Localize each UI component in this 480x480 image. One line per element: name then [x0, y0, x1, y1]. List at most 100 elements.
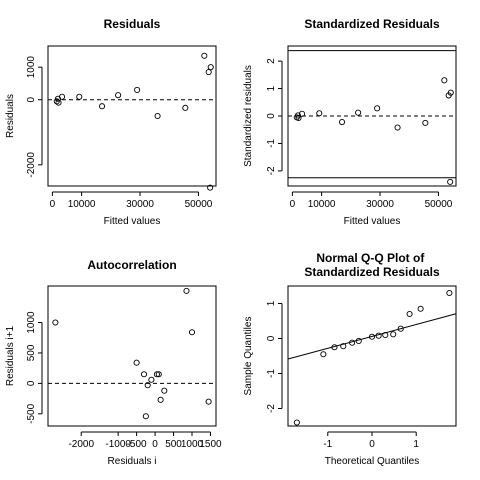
- x-axis-label: Residuals i: [108, 456, 157, 467]
- data-point: [205, 68, 212, 76]
- y-axis: -2 -1 0 1 2: [266, 58, 283, 175]
- data-point: [140, 371, 148, 378]
- data-point: [115, 92, 122, 99]
- data-point: [52, 319, 59, 326]
- y-axis-label: Residuals i+1: [5, 325, 16, 386]
- data-point: [182, 104, 189, 111]
- y-axis: -2 -1 0 1: [266, 300, 283, 413]
- data-point: [355, 109, 362, 116]
- x-axis: 0 10000 30000 50000: [290, 191, 453, 210]
- panel-standardized-residuals: Standardized Residuals Fitted values Sta…: [243, 17, 457, 227]
- data-point: [320, 351, 327, 358]
- data-point: [294, 112, 301, 119]
- x-tick-label: 50000: [185, 199, 213, 210]
- data-point: [340, 343, 347, 350]
- y-axis: -2000 0 1000: [26, 56, 43, 178]
- data-point: [406, 310, 413, 318]
- data-point: [368, 333, 376, 340]
- data-point: [394, 124, 401, 131]
- y-tick-label: 0: [266, 113, 277, 119]
- x-tick-label: 1500: [199, 439, 222, 450]
- plot-frame: [47, 45, 217, 187]
- y-tick-label: 1000: [26, 311, 37, 334]
- y-tick-label: 1: [266, 300, 277, 306]
- y-axis: -500 0 500 1000: [26, 311, 43, 424]
- x-tick-label: 0: [290, 199, 296, 210]
- data-point: [441, 77, 448, 84]
- y-tick-label: 0: [266, 335, 277, 341]
- data-point: [349, 339, 356, 346]
- panel-normal-qq: Normal Q-Q Plot of Standardized Residual…: [243, 251, 457, 467]
- title-line: Standardized Residuals: [304, 17, 440, 31]
- data-point: [148, 376, 155, 383]
- plot-frame: [287, 285, 457, 427]
- y-tick-label: -1: [266, 139, 277, 148]
- data-point: [447, 178, 454, 185]
- data-points: [53, 52, 214, 191]
- title-line: Autocorrelation: [87, 258, 176, 272]
- data-point: [417, 305, 424, 312]
- panel-residuals: Residuals Fitted values Residuals 0 10000…: [5, 17, 217, 227]
- data-point: [201, 52, 208, 59]
- x-tick-label: -1: [323, 439, 332, 450]
- x-axis: 0 10000 30000 50000: [50, 191, 213, 210]
- data-point: [183, 287, 190, 294]
- data-points: [293, 77, 454, 185]
- plot-frame: [287, 45, 457, 187]
- data-points: [52, 287, 212, 420]
- data-point: [153, 371, 160, 378]
- title-line: Residuals: [104, 17, 161, 31]
- y-tick-label: 0: [26, 380, 37, 386]
- data-point: [157, 396, 164, 403]
- y-axis-label: Residuals: [5, 94, 16, 138]
- y-tick-label: 2: [266, 58, 277, 64]
- data-point: [293, 419, 300, 426]
- plot-frame: [47, 285, 217, 427]
- data-point: [446, 289, 453, 297]
- x-tick-label: 30000: [126, 199, 154, 210]
- data-point: [58, 93, 66, 100]
- data-point: [374, 105, 381, 112]
- x-tick-label: 0: [152, 439, 158, 450]
- data-point: [375, 332, 382, 339]
- y-tick-label: 500: [26, 344, 37, 361]
- y-tick-label: 1: [266, 85, 277, 91]
- y-tick-label: -2: [266, 404, 277, 413]
- x-axis-label: Theoretical Quantiles: [325, 456, 420, 467]
- x-tick-label: 30000: [366, 199, 394, 210]
- x-tick-label: 0: [369, 439, 375, 450]
- data-point: [397, 325, 404, 332]
- panel-title: Normal Q-Q Plot of Standardized Residual…: [304, 251, 440, 279]
- x-axis-label: Fitted values: [104, 216, 161, 227]
- y-tick-label: -2000: [26, 152, 37, 178]
- y-tick-label: -2: [266, 166, 277, 175]
- data-point: [207, 184, 214, 191]
- x-tick-label: -1000: [105, 439, 131, 450]
- x-tick-label: 500: [165, 439, 182, 450]
- data-point: [390, 331, 397, 338]
- title-line: Normal Q-Q Plot of: [316, 251, 425, 265]
- data-points: [293, 289, 453, 426]
- data-point: [207, 64, 214, 71]
- data-point: [134, 86, 141, 94]
- x-tick-label: 1000: [181, 439, 204, 450]
- panel-title: Standardized Residuals: [304, 17, 440, 31]
- reference-lines: [287, 313, 457, 360]
- panel-autocorrelation: Autocorrelation Residuals i Residuals i+…: [5, 258, 222, 467]
- x-tick-label: -2000: [68, 439, 94, 450]
- data-point: [298, 110, 306, 117]
- data-point: [331, 344, 338, 351]
- data-point: [133, 359, 140, 366]
- data-point: [295, 114, 302, 121]
- panel-title: Autocorrelation: [87, 258, 176, 272]
- y-axis-label: Sample Quantiles: [243, 317, 254, 396]
- y-tick-label: 1000: [26, 56, 37, 79]
- y-tick-label: 0: [26, 97, 37, 103]
- data-point: [447, 89, 454, 96]
- x-axis: -1 0 1: [323, 431, 419, 450]
- data-point: [188, 329, 196, 336]
- data-point: [155, 371, 162, 378]
- data-point: [142, 413, 149, 420]
- data-point: [76, 93, 83, 100]
